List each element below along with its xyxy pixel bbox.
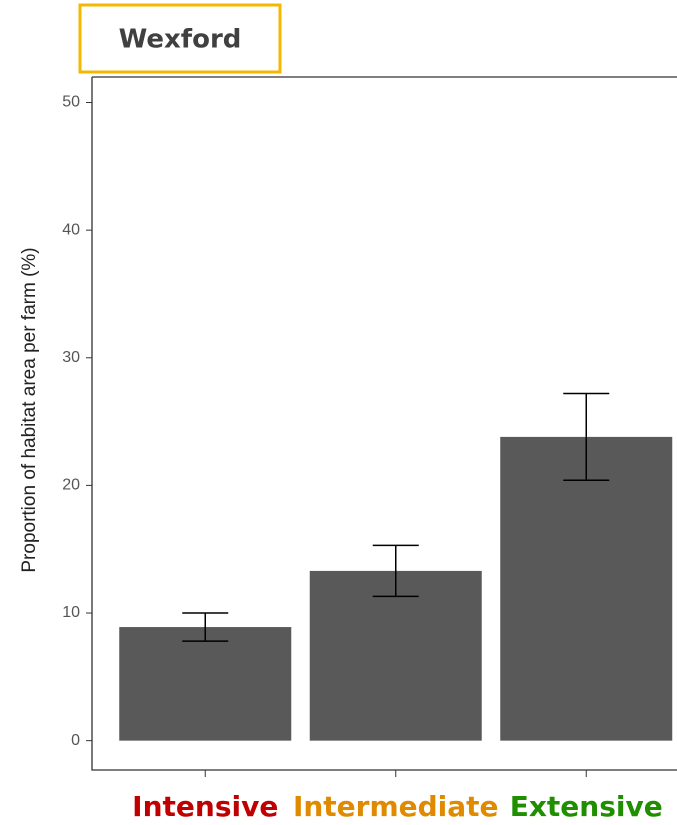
y-tick-label: 40 bbox=[62, 221, 80, 238]
chart-title: Wexford bbox=[119, 25, 242, 55]
y-tick-label: 50 bbox=[62, 94, 80, 111]
bar bbox=[500, 437, 672, 741]
y-tick-label: 10 bbox=[62, 604, 80, 621]
bar bbox=[119, 627, 291, 741]
x-tick-label: Extensive bbox=[510, 790, 663, 823]
x-tick-label: Intensive bbox=[132, 790, 278, 823]
x-tick-label: Intermediate bbox=[293, 790, 499, 823]
chart: Wexford Proportion of habitat area per f… bbox=[0, 0, 677, 825]
y-axis-label: Proportion of habitat area per farm (%) bbox=[19, 247, 40, 572]
y-tick-label: 0 bbox=[71, 732, 80, 749]
y-tick-label: 30 bbox=[62, 349, 80, 366]
y-tick-label: 20 bbox=[62, 477, 80, 494]
